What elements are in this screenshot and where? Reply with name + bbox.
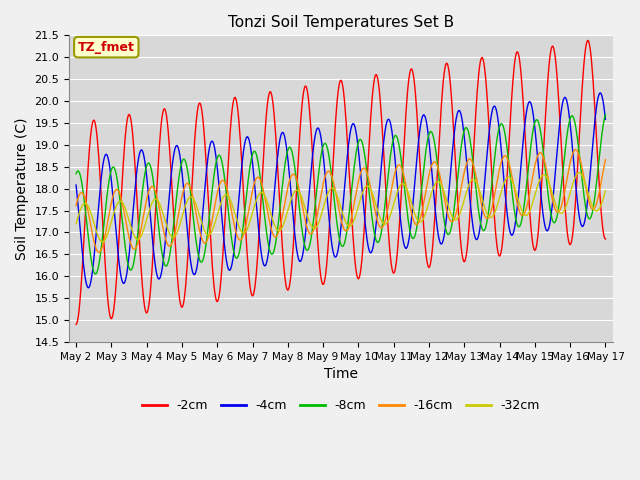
-2cm <box>72 322 80 327</box>
Title: Tonzi Soil Temperatures Set B: Tonzi Soil Temperatures Set B <box>228 15 454 30</box>
-8cm <box>421 154 429 160</box>
-16cm <box>72 203 80 208</box>
-4cm <box>72 182 80 188</box>
-32cm <box>137 234 145 240</box>
-32cm <box>191 198 198 204</box>
-16cm <box>191 203 198 208</box>
-4cm <box>602 117 609 122</box>
-4cm <box>137 147 145 153</box>
-16cm <box>602 157 609 163</box>
-8cm <box>82 210 90 216</box>
-32cm <box>406 194 413 200</box>
-32cm <box>219 196 227 202</box>
X-axis label: Time: Time <box>324 367 358 381</box>
-16cm <box>406 202 413 207</box>
-32cm <box>421 212 429 217</box>
-32cm <box>602 188 609 194</box>
-4cm <box>596 90 604 96</box>
-2cm <box>82 206 90 212</box>
-2cm <box>218 266 226 272</box>
-16cm <box>95 250 103 255</box>
-8cm <box>137 202 145 207</box>
-32cm <box>82 201 90 206</box>
-2cm <box>420 233 428 239</box>
Line: -32cm: -32cm <box>76 173 605 242</box>
Line: -4cm: -4cm <box>76 93 605 288</box>
-8cm <box>219 162 227 168</box>
-4cm <box>191 272 198 277</box>
-2cm <box>584 37 591 43</box>
-32cm <box>99 239 106 245</box>
-8cm <box>92 271 99 277</box>
-2cm <box>136 251 144 256</box>
-16cm <box>82 198 90 204</box>
-16cm <box>137 227 145 233</box>
-2cm <box>405 76 413 82</box>
Line: -2cm: -2cm <box>76 40 605 324</box>
-4cm <box>82 277 90 283</box>
Text: TZ_fmet: TZ_fmet <box>78 41 135 54</box>
Line: -16cm: -16cm <box>76 150 605 252</box>
-8cm <box>406 226 413 232</box>
-8cm <box>602 112 609 118</box>
-32cm <box>72 221 80 227</box>
-4cm <box>219 224 227 229</box>
-16cm <box>421 192 429 198</box>
-8cm <box>191 227 198 232</box>
-4cm <box>406 232 413 238</box>
-32cm <box>575 170 583 176</box>
-2cm <box>602 236 609 242</box>
-4cm <box>421 114 429 120</box>
Y-axis label: Soil Temperature (C): Soil Temperature (C) <box>15 118 29 260</box>
-2cm <box>190 149 198 155</box>
-4cm <box>84 285 92 291</box>
-8cm <box>72 171 80 177</box>
Legend: -2cm, -4cm, -8cm, -16cm, -32cm: -2cm, -4cm, -8cm, -16cm, -32cm <box>136 394 545 417</box>
Line: -8cm: -8cm <box>76 115 605 274</box>
-16cm <box>219 178 227 183</box>
-16cm <box>572 147 579 153</box>
